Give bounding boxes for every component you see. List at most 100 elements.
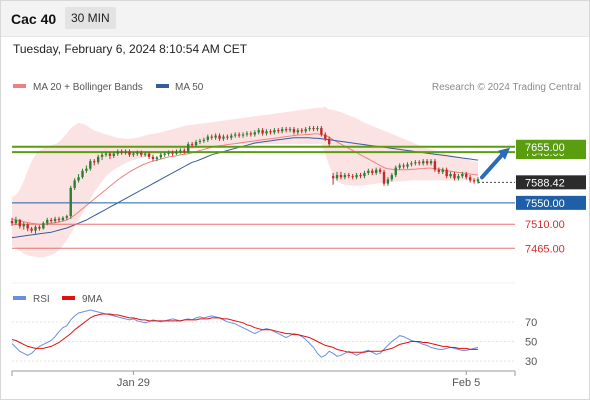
candle-body [245,133,249,135]
candle-body [453,174,456,179]
candle-body [269,131,272,133]
candle-body [132,153,135,155]
candle-body [429,161,433,164]
candle-body [363,172,366,177]
candle-body [331,176,335,179]
candle-body [42,223,45,229]
candle-body [69,187,72,217]
candle-body [100,154,104,157]
rsi-panel: RSI 9MA 70 50 30 [11,294,537,368]
candle-body [202,139,206,141]
candle-body [472,180,476,182]
candle-body [320,128,323,135]
candle-body [347,175,350,177]
candle-body [281,129,284,132]
time-axis-label: Jan 29 [117,377,150,389]
candle-body [163,153,166,155]
ma50-legend-label: MA 50 [175,82,204,93]
rsi-tick-label: 50 [525,337,537,349]
candle-body [351,176,354,178]
rsi-ma-line [11,313,478,353]
candle-body [359,175,362,177]
source-credit: Research © 2024 Trading Central [432,82,581,93]
candle-body [214,135,217,138]
candle-body [49,219,53,222]
candle-body [398,165,401,168]
bollinger-legend-label: MA 20 + Bollinger Bands [33,82,143,93]
candle-body [339,175,343,178]
bollinger-band-fill [12,106,478,258]
candle-body [316,128,319,130]
candle-body [394,167,397,176]
pivot-level-label: 7550.00 [525,198,565,210]
candle-body [410,163,413,165]
candle-body [147,153,151,157]
candle-body [26,224,29,229]
time-axis-label: Feb 5 [452,377,480,389]
candle-body [382,171,386,184]
candle-body [304,129,307,132]
candle-body [124,151,127,153]
forecast-arrow-shaft [480,150,506,180]
candle-body [30,228,33,231]
candle-body [34,226,37,231]
candle-body [226,136,229,138]
support-level-label: 7510.00 [525,219,565,231]
candle-body [81,170,84,178]
support-level-label: 7465.00 [525,243,565,255]
rsi-tick-label: 70 [525,317,537,329]
candle-body [386,179,390,184]
rsi-ma-legend-swatch [62,296,75,300]
candle-body [241,134,245,136]
rsi-legend-swatch [13,296,26,300]
candle-body [249,133,253,135]
candle-body [414,162,417,164]
candle-body [441,169,444,172]
candle-body [284,129,288,131]
candle-body [108,153,112,156]
candle-body [116,151,119,154]
candle-body [343,175,347,178]
candle-body [46,219,49,224]
candle-body [104,153,108,155]
candle-body [77,177,80,181]
candle-body [374,169,378,173]
candle-body [327,138,331,145]
candle-body [367,170,370,173]
candle-body [335,175,339,179]
candle-body [73,180,76,188]
candle-body [402,165,405,167]
candle-body [253,132,256,135]
candle-body [406,164,409,167]
bollinger-band-area [12,106,478,258]
candle-body [230,135,233,138]
candle-body [53,218,57,222]
time-axis: Jan 29 Feb 5 [11,370,516,389]
candle-body [96,156,100,163]
candle-body [222,136,225,139]
candle-body [261,130,264,134]
candle-body [218,135,221,139]
candle-body [296,130,300,133]
candle-body [10,221,14,224]
candle-body [457,176,460,179]
candle-body [38,226,41,229]
candle-body [288,129,292,131]
candle-body [190,144,194,146]
instrument-title: Cac 40 [11,11,57,27]
candle-body [433,161,437,170]
candle-body [57,218,61,220]
timeframe-button[interactable]: 30 MIN [65,7,116,29]
header-bar: Cac 40 30 MIN [0,0,590,37]
candle-body [206,136,209,140]
candlesticks [10,125,480,234]
candle-body [155,157,159,160]
candle-body [461,174,464,177]
candle-body [476,179,480,182]
candle-body [390,175,394,180]
candle-body [198,140,202,142]
candle-body [300,130,303,132]
candle-body [437,169,441,172]
candle-body [273,130,276,133]
candle-body [234,134,237,136]
